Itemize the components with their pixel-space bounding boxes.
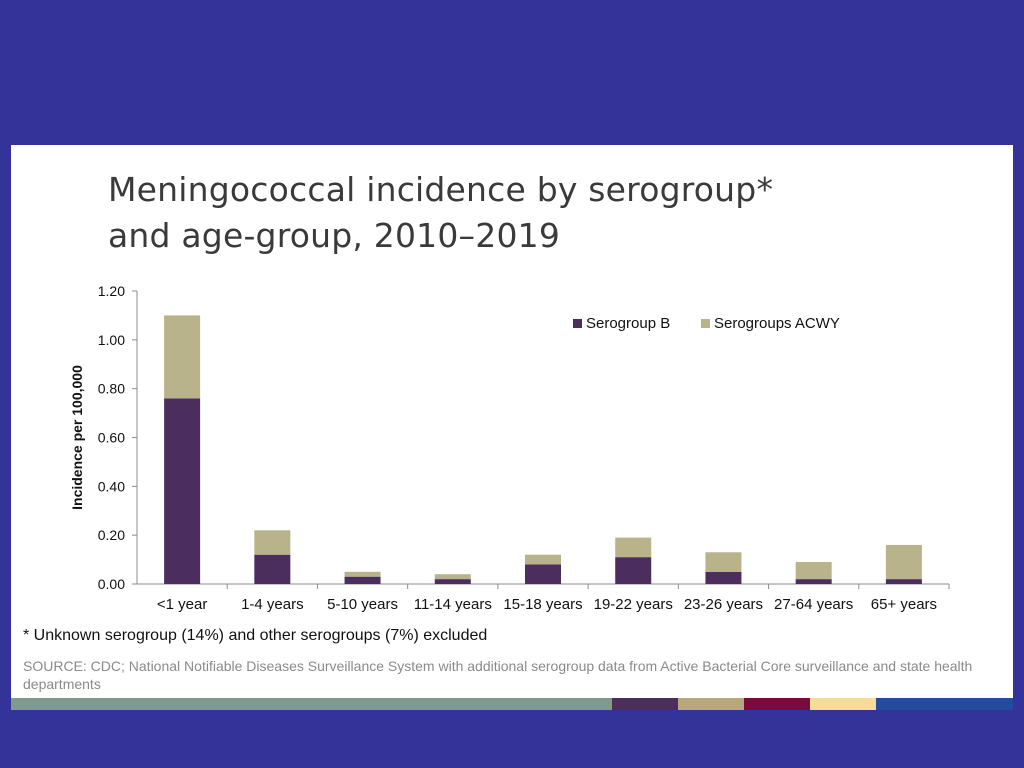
x-tick-label: <1 year xyxy=(157,596,207,613)
bar-segment-serogroups-acwy xyxy=(164,315,201,399)
x-tick-label: 19-22 years xyxy=(594,596,673,613)
y-tick-label: 0.60 xyxy=(98,430,125,446)
x-tick-label: 11-14 years xyxy=(414,596,492,613)
y-tick-label: 1.20 xyxy=(98,283,125,299)
bar-segment-serogroups-acwy xyxy=(434,574,471,580)
bar-segment-serogroups-acwy xyxy=(885,544,922,580)
color-bar-segment xyxy=(612,698,678,710)
bar-segment-serogroup-b xyxy=(164,398,201,584)
bar-segment-serogroup-b xyxy=(705,571,742,584)
bar-segment-serogroup-b xyxy=(525,564,561,584)
bar-segment-serogroups-acwy xyxy=(795,562,832,580)
legend-label: Serogroup B xyxy=(586,315,670,332)
x-tick-label: 5-10 years xyxy=(327,596,398,613)
y-tick-label: 0.20 xyxy=(98,527,125,543)
slide-title-line-2: and age-group, 2010–2019 xyxy=(108,216,561,255)
y-tick-label: 0.00 xyxy=(98,576,125,592)
y-axis-label: Incidence per 100,000 xyxy=(69,365,85,510)
bar-segment-serogroups-acwy xyxy=(525,554,561,565)
bar-segment-serogroups-acwy xyxy=(254,530,291,555)
bar-segment-serogroup-b xyxy=(615,557,652,584)
x-tick-label: 65+ years xyxy=(871,596,937,613)
bar-segment-serogroup-b xyxy=(344,576,381,584)
x-tick-label: 15-18 years xyxy=(503,596,582,613)
slide-panel: Meningococcal incidence by serogroup* an… xyxy=(11,145,1013,698)
x-tick-label: 1-4 years xyxy=(241,596,304,613)
legend-swatch xyxy=(573,319,582,328)
bar-segment-serogroup-b xyxy=(795,579,832,584)
bar-segment-serogroup-b xyxy=(434,579,471,584)
footnote: * Unknown serogroup (14%) and other sero… xyxy=(23,627,488,644)
color-bar-segment xyxy=(810,698,876,710)
x-tick-label: 23-26 years xyxy=(684,596,763,613)
bar-segment-serogroup-b xyxy=(885,579,922,584)
decorative-color-bar xyxy=(11,698,1013,710)
y-tick-label: 0.40 xyxy=(98,478,125,494)
source-note: SOURCE: CDC; National Notifiable Disease… xyxy=(23,658,973,692)
color-bar-segment xyxy=(11,698,612,710)
slide-title: Meningococcal incidence by serogroup* an… xyxy=(108,167,773,259)
stacked-bar-chart: 0.00 0.20 0.40 0.60 0.80 1.00 1.20 Incidence pe… xyxy=(69,283,950,613)
color-bar-segment xyxy=(744,698,810,710)
color-bar-segment xyxy=(876,698,1013,710)
y-tick-label: 1.00 xyxy=(98,332,125,348)
color-bar-segment xyxy=(678,698,744,710)
bar-segment-serogroups-acwy xyxy=(705,552,742,572)
bar-segment-serogroups-acwy xyxy=(344,571,381,577)
y-tick-label: 0.80 xyxy=(98,381,125,397)
legend-label: Serogroups ACWY xyxy=(714,315,840,332)
bar-segment-serogroup-b xyxy=(254,554,291,584)
slide-title-line-1: Meningococcal incidence by serogroup* xyxy=(108,170,774,209)
bar-segment-serogroups-acwy xyxy=(615,537,652,558)
x-tick-label: 27-64 years xyxy=(774,596,853,613)
legend-swatch xyxy=(701,319,710,328)
